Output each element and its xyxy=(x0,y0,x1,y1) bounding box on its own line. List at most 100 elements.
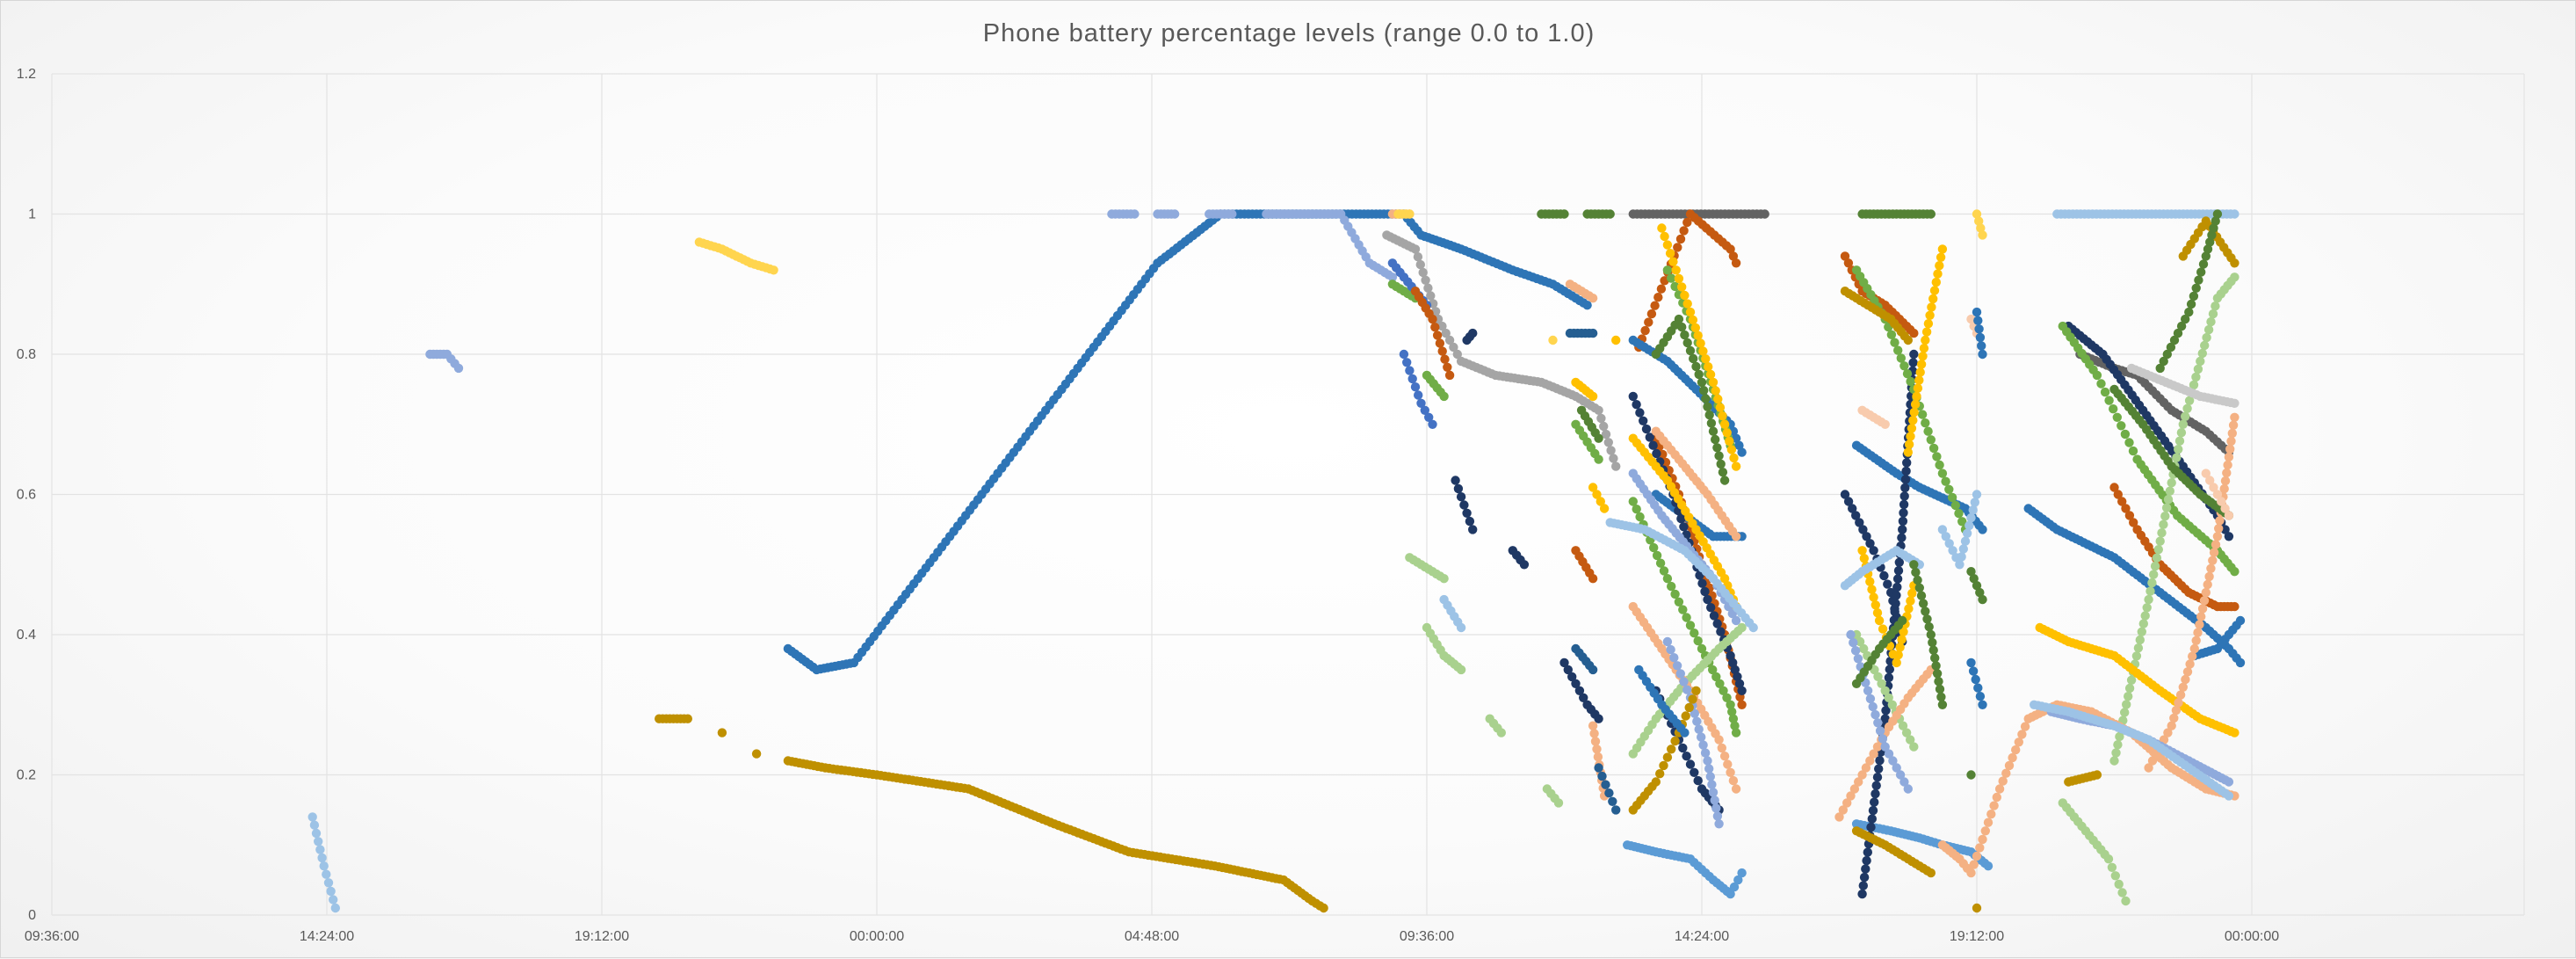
data-point xyxy=(2189,291,2199,302)
data-point xyxy=(1994,784,2005,794)
data-point xyxy=(2124,511,2135,520)
data-point xyxy=(1688,694,1697,704)
data-point xyxy=(1892,763,1901,773)
data-point xyxy=(1881,706,1891,716)
data-point xyxy=(1729,453,1739,463)
data-point xyxy=(1698,346,1708,356)
data-point xyxy=(1676,513,1686,524)
data-point xyxy=(1704,410,1714,420)
data-point xyxy=(1885,665,1894,674)
data-point xyxy=(2186,299,2196,309)
data-point xyxy=(1983,817,1994,827)
data-point xyxy=(1899,627,1908,636)
data-point xyxy=(1894,557,1904,567)
data-point xyxy=(1855,636,1865,647)
data-point xyxy=(1975,587,1985,598)
data-point xyxy=(1957,552,1966,562)
data-point xyxy=(1684,702,1694,713)
data-point xyxy=(1667,581,1676,592)
data-point xyxy=(1605,209,1615,219)
data-point xyxy=(1682,338,1692,348)
data-point xyxy=(1932,669,1943,679)
data-point xyxy=(683,714,692,723)
data-point xyxy=(1705,772,1716,781)
data-point xyxy=(2228,420,2239,430)
data-point xyxy=(1579,693,1588,702)
data-point xyxy=(1962,528,1972,538)
x-tick-label: 14:24:00 xyxy=(1675,929,1729,944)
data-point xyxy=(1690,323,1701,333)
data-point xyxy=(2004,760,2015,771)
data-point xyxy=(1960,536,1971,546)
data-point xyxy=(1697,732,1706,742)
data-point xyxy=(1908,358,1918,367)
data-point xyxy=(2188,651,2197,661)
data-point xyxy=(1928,637,1937,648)
data-point xyxy=(1731,615,1741,626)
data-point xyxy=(1977,341,1986,351)
data-point xyxy=(1866,822,1876,832)
data-point xyxy=(1924,621,1934,632)
data-point xyxy=(1944,484,1954,494)
data-point xyxy=(2126,675,2137,685)
data-point xyxy=(1632,505,1641,514)
series-15 xyxy=(1576,209,1615,443)
series-8 xyxy=(1405,553,1564,808)
data-point xyxy=(1980,826,1990,836)
data-point xyxy=(1685,307,1696,317)
data-point xyxy=(1898,525,1907,534)
data-point xyxy=(2172,453,2182,462)
data-point xyxy=(1878,624,1888,634)
data-point xyxy=(1858,881,1868,890)
data-point xyxy=(1840,251,1850,261)
data-point xyxy=(1726,767,1735,777)
data-point xyxy=(2189,643,2199,654)
series-0 xyxy=(783,209,1592,675)
data-point xyxy=(1734,440,1744,450)
data-point xyxy=(1909,349,1919,360)
data-point xyxy=(1700,586,1710,597)
data-point xyxy=(1904,440,1914,449)
data-point xyxy=(1456,492,1466,502)
data-point xyxy=(1868,805,1878,816)
data-point xyxy=(1697,377,1707,388)
data-point xyxy=(1681,711,1690,721)
data-point xyxy=(1667,273,1676,283)
data-point xyxy=(1935,684,1945,694)
data-point xyxy=(1227,209,1237,219)
data-point xyxy=(1892,574,1903,584)
data-point xyxy=(1730,665,1740,675)
data-point xyxy=(1899,777,1909,787)
data-point xyxy=(1857,546,1867,556)
data-point xyxy=(1935,261,1944,271)
data-point xyxy=(1865,577,1875,586)
data-point xyxy=(1730,721,1740,730)
data-point xyxy=(1944,539,1954,549)
data-point xyxy=(1714,451,1724,461)
grid-layer xyxy=(51,73,2525,916)
data-point xyxy=(2163,728,2173,737)
data-point xyxy=(1567,672,1577,682)
data-point xyxy=(769,265,778,275)
data-point xyxy=(1733,875,1743,885)
data-point xyxy=(1459,500,1469,510)
data-point xyxy=(2152,553,2162,563)
data-point xyxy=(1728,775,1739,786)
data-point xyxy=(1697,643,1707,654)
data-point xyxy=(1737,447,1747,457)
data-point xyxy=(1424,412,1434,422)
data-point xyxy=(2230,728,2240,737)
data-point xyxy=(2219,483,2229,494)
data-point xyxy=(2140,611,2150,621)
data-point xyxy=(1902,369,1913,379)
data-point xyxy=(1669,653,1679,663)
data-point xyxy=(1714,735,1724,745)
data-point xyxy=(314,837,323,846)
data-point xyxy=(1652,448,1661,459)
data-point xyxy=(1978,594,1987,605)
data-point xyxy=(1898,615,1907,626)
data-point xyxy=(1834,812,1844,822)
data-point xyxy=(1662,240,1673,250)
data-point xyxy=(1677,322,1687,332)
data-point xyxy=(1718,468,1728,477)
